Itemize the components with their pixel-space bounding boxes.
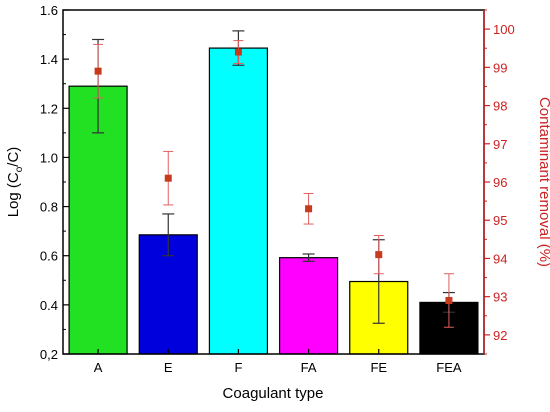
removal-marker	[234, 48, 242, 56]
x-axis-categories: A E F FA FE FEA	[94, 349, 462, 375]
x-tick-label: FA	[301, 360, 317, 375]
bar	[208, 47, 269, 355]
right-tick-label: 93	[493, 290, 507, 305]
left-axis-title-tail: /C)	[5, 147, 22, 167]
right-axis-title: Contaminant removal (%)	[536, 97, 550, 267]
removal-marker	[305, 205, 313, 213]
left-tick-label: 1.0	[40, 150, 58, 165]
removal-marker	[94, 67, 102, 75]
x-tick-label: F	[234, 360, 242, 375]
x-tick-label: A	[94, 360, 103, 375]
x-tick-label: FEA	[436, 360, 462, 375]
left-tick-label: 0.6	[40, 249, 58, 264]
bar	[278, 257, 339, 355]
left-axis-title-main: Log (C	[5, 172, 22, 217]
right-tick-label: 98	[493, 99, 507, 114]
left-tick-label: 0,2	[40, 347, 58, 362]
right-axis-ticks: 92 93 94 95 96 97 98 99 100	[484, 9, 515, 355]
x-tick-label: E	[164, 360, 173, 375]
right-tick-label: 94	[493, 251, 507, 266]
bars	[68, 47, 479, 355]
right-tick-label: 97	[493, 137, 507, 152]
x-axis-title: Coagulant type	[223, 385, 324, 402]
right-tick-label: 96	[493, 175, 507, 190]
left-axis-title: Log (Co/C)	[5, 147, 25, 218]
removal-marker	[445, 296, 453, 304]
left-tick-label: 0.8	[40, 200, 58, 215]
left-tick-label: 1.4	[40, 52, 58, 67]
removal-marker	[164, 174, 172, 182]
left-axis-ticks: 0,2 0.4 0.6 0.8 1.0 1.2 1.4 1.6	[40, 3, 69, 362]
removal-marker	[375, 251, 383, 259]
right-tick-label: 99	[493, 60, 507, 75]
removal-markers	[93, 40, 454, 328]
right-tick-label: 100	[493, 22, 515, 37]
right-tick-label: 92	[493, 328, 507, 343]
left-axis-title-subscript: o	[14, 166, 25, 172]
left-tick-label: 1.6	[40, 3, 58, 18]
right-tick-label: 95	[493, 213, 507, 228]
left-tick-label: 1.2	[40, 101, 58, 116]
left-tick-label: 0.4	[40, 298, 58, 313]
x-tick-label: FE	[370, 360, 387, 375]
